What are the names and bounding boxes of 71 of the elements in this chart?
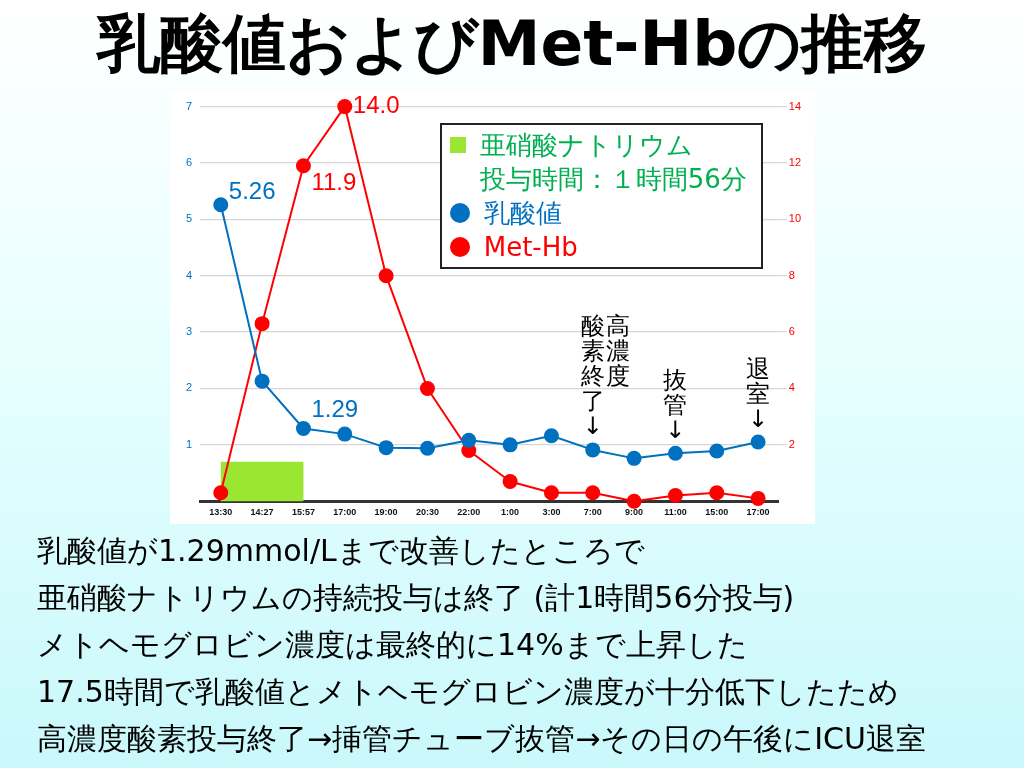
point [750,490,766,506]
y-tick-label: 4 [185,268,193,281]
point [419,380,435,396]
x-tick-label: 9:00 [625,507,644,518]
data-label: 1.29 [311,395,359,423]
point [543,428,559,444]
point [667,445,683,461]
point [378,440,394,456]
x-tick-label: 3:00 [542,507,561,518]
point [213,485,229,501]
x-tick-label: 11:00 [664,507,687,518]
annotation: 抜管↓ [662,365,688,444]
point [543,485,559,501]
annotation: 高濃度酸素終了↓ [580,312,631,441]
legend-label: 亜硝酸ナトリウム投与時間：１時間56分 [479,128,747,196]
x-tick-label: 7:00 [583,507,602,518]
point [378,268,394,284]
x-tick-label: 13:30 [209,507,233,518]
point [626,493,642,509]
y2-tick-label: 6 [788,325,795,338]
x-tick-label: 1:00 [501,507,520,518]
point [585,442,601,458]
x-tick-label: 22:00 [457,507,481,518]
annotation: 退室↓ [745,354,771,433]
data-label: 14.0 [352,91,400,119]
y-tick-label: 2 [185,381,193,394]
point [295,420,311,436]
point [750,434,766,450]
point [626,450,642,466]
point [254,316,270,332]
point [461,432,477,448]
data-label: 5.26 [228,177,276,205]
y2-tick-label: 14 [788,99,802,112]
x-tick-label: 19:00 [374,507,398,518]
y2-tick-label: 2 [788,437,795,450]
x-tick-label: 15:57 [291,507,315,518]
point [213,197,229,213]
y2-tick-label: 10 [788,212,802,225]
text: 乳酸値が1.29mmol/Lまで改善したところで [37,532,646,570]
x-tick-label: 14:27 [250,507,274,518]
point [337,99,353,115]
y-tick-label: 7 [185,99,193,112]
text: 17.5時間で乳酸値とメトヘモグロビン濃度が十分低下したため [37,673,900,711]
point [709,485,725,501]
x-tick-label: 17:00 [333,507,357,518]
x-tick-label: 17:00 [746,507,770,518]
text: 高濃度酸素投与終了→挿管チューブ抜管→その日の午後にICU退室 [37,720,928,758]
point [254,373,270,389]
y2-tick-label: 4 [788,381,795,394]
point [295,158,311,174]
text: 亜硝酸ナトリウムの持続投与は終了 (計1時間56分投与) [37,579,796,617]
point [502,437,518,453]
x-tick-label: 20:30 [415,507,439,518]
point [585,485,601,501]
point [667,488,683,504]
y2-tick-label: 12 [788,156,802,168]
legend-label: Met-Hb [483,230,578,264]
chart-title: 乳酸値およびMet-Hbの推移 [95,6,929,82]
point [419,440,435,456]
point [337,426,353,442]
y-tick-label: 5 [185,212,193,225]
y-tick-label: 1 [185,437,193,450]
y-tick-label: 3 [185,325,193,338]
legend-label: 乳酸値 [483,196,562,230]
data-label: 11.9 [311,168,357,196]
text: メトヘモグロビン濃度は最終的に14%まで上昇した [37,626,749,664]
y2-tick-label: 8 [788,268,795,281]
point [502,473,518,489]
x-tick-label: 15:00 [705,507,729,518]
y-tick-label: 6 [185,156,193,168]
point [709,443,725,459]
